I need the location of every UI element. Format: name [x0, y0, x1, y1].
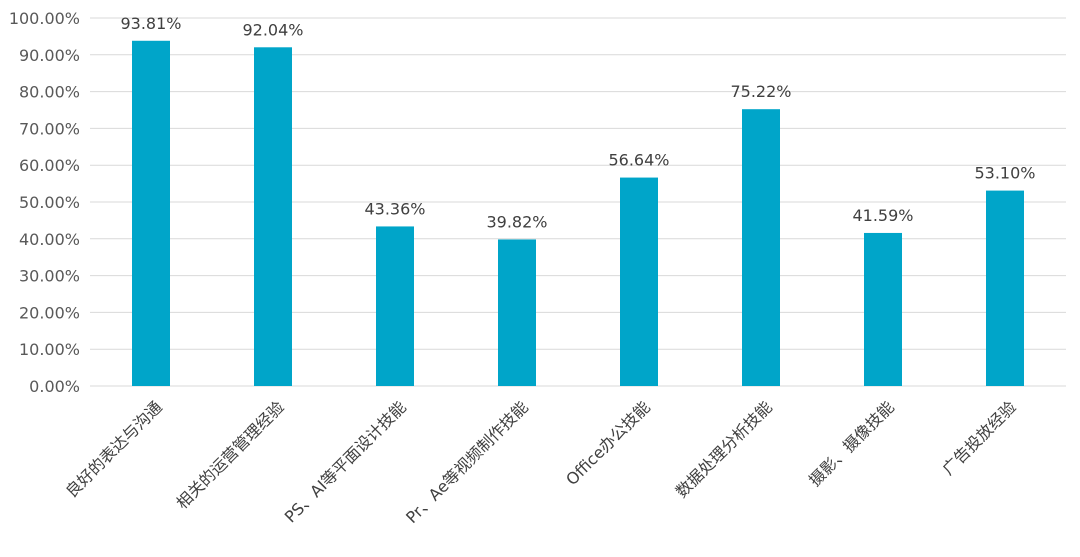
category-label: 数据处理分析技能	[672, 397, 776, 501]
data-label: 41.59%	[852, 206, 913, 225]
data-label: 56.64%	[608, 151, 669, 170]
y-tick-label: 40.00%	[19, 230, 80, 249]
bar	[376, 226, 414, 386]
category-label: PS、AI等平面设计技能	[281, 397, 410, 526]
category-label: 摄影、摄像技能	[805, 397, 898, 490]
data-labels: 93.81% 92.04% 43.36% 39.82% 56.64% 75.22% 41.5…	[120, 14, 1035, 232]
data-label: 92.04%	[242, 20, 303, 39]
category-label: Pr、Ae等视频制作技能	[402, 397, 532, 527]
gridlines	[90, 17, 1066, 387]
bar	[132, 40, 170, 386]
category-label: 良好的表达与沟通	[62, 397, 166, 501]
y-tick-label: 70.00%	[19, 119, 80, 138]
y-tick-label: 80.00%	[19, 83, 80, 102]
bar	[742, 109, 780, 386]
data-label: 43.36%	[364, 199, 425, 218]
bar	[864, 232, 902, 386]
bars	[132, 40, 1024, 387]
bar	[254, 47, 292, 387]
category-label: Office办公技能	[562, 397, 654, 489]
y-tick-label: 10.00%	[19, 340, 80, 359]
bar	[498, 239, 536, 386]
data-label: 93.81%	[120, 14, 181, 33]
data-label: 53.10%	[974, 164, 1035, 183]
bar	[986, 190, 1024, 386]
x-axis-category-labels: 良好的表达与沟通 相关的运营管理经验PS、AI等平面设计技能Pr、Ae等视频制作技…	[62, 397, 1020, 527]
data-label: 75.22%	[730, 82, 791, 101]
y-tick-label: 60.00%	[19, 156, 80, 175]
y-tick-label: 50.00%	[19, 193, 80, 212]
bar	[620, 177, 658, 386]
data-label: 39.82%	[486, 212, 547, 231]
y-tick-label: 90.00%	[19, 46, 80, 65]
y-axis-tick-labels: 0.00% 10.00% 20.00% 30.00% 40.00% 50.00% 60.00…	[9, 9, 80, 396]
y-tick-label: 20.00%	[19, 303, 80, 322]
category-label: 广告投放经验	[939, 397, 1020, 478]
y-tick-label: 0.00%	[29, 377, 80, 396]
y-tick-label: 100.00%	[9, 9, 80, 28]
category-label: 相关的运营管理经验	[173, 397, 288, 512]
y-tick-label: 30.00%	[19, 267, 80, 286]
